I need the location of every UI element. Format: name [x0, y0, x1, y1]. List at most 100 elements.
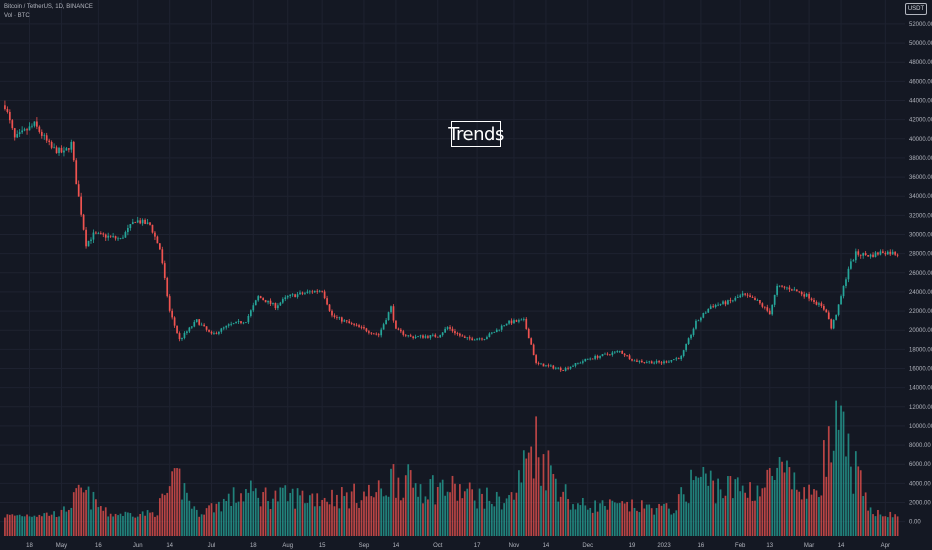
candle-body: [208, 329, 210, 332]
volume-bar: [451, 475, 454, 536]
volume-bar: [842, 411, 845, 536]
price-tick-label: 52000.00: [909, 22, 932, 28]
time-axis[interactable]: 18 May 16 Jun 14 Jul 18 Aug 15 Sep 14 Oct 17 Nov 14 Dec…: [26, 543, 890, 549]
volume-bar: [658, 503, 660, 536]
volume-bar: [554, 478, 557, 536]
candle-body: [466, 337, 469, 339]
candle-body: [318, 290, 321, 292]
candle-body: [230, 323, 233, 325]
candle-body: [18, 132, 21, 135]
candle-body: [119, 238, 122, 239]
candle-body: [859, 254, 862, 256]
candle-body: [257, 296, 260, 301]
candle-body: [579, 362, 582, 364]
price-tick-label: 38000.00: [909, 156, 932, 162]
volume-bar: [535, 416, 537, 536]
candle-body: [795, 289, 798, 292]
volume-bar: [92, 491, 95, 536]
candle-body: [328, 304, 331, 311]
volume-bar: [245, 489, 247, 536]
candle-body: [803, 294, 806, 297]
volume-bar: [368, 484, 370, 536]
volume-bar: [877, 509, 879, 536]
volume-bar: [818, 497, 820, 536]
candle-body: [872, 254, 874, 257]
volume-bar: [284, 485, 287, 536]
volume-bar: [682, 494, 685, 536]
volume-bar: [353, 483, 355, 536]
candle-body: [648, 361, 651, 363]
candle-body: [72, 141, 75, 161]
candle-body: [55, 147, 58, 154]
volume-bar: [832, 450, 835, 536]
candle-body: [700, 317, 702, 321]
candle-body: [375, 333, 378, 335]
volume-bar: [171, 471, 174, 536]
candle-body: [200, 324, 203, 326]
candle-body: [412, 336, 415, 338]
volume-bar: [894, 514, 897, 536]
candle-body: [154, 232, 156, 237]
price-tick-label: 30000.00: [909, 233, 932, 239]
volume-bar: [252, 491, 255, 536]
price-tick-label: 44000.00: [909, 99, 932, 105]
candle-body: [109, 235, 112, 237]
candle-body: [675, 358, 678, 360]
candle-body: [874, 252, 877, 257]
candle-body: [53, 147, 55, 149]
candle-body: [40, 131, 43, 136]
candle-body: [227, 324, 230, 326]
volume-bar: [552, 473, 555, 536]
volume-bar: [249, 480, 252, 536]
price-axis[interactable]: 0.00 2000.00 4000.00 6000.00 8000.00 10000.00…: [909, 22, 932, 526]
volume-bar: [483, 508, 486, 536]
time-tick-label: Apr: [881, 543, 890, 549]
volume-bar: [643, 508, 646, 536]
volume-bar: [156, 515, 159, 536]
volume-bar: [404, 475, 407, 536]
candle-body: [692, 328, 695, 335]
candle-body: [404, 334, 407, 336]
candle-body: [11, 120, 14, 129]
candle-body: [611, 352, 614, 355]
volume-bar: [815, 490, 818, 536]
volume-bar: [139, 514, 142, 536]
trends-annotation[interactable]: Trends: [448, 121, 504, 147]
candle-body: [274, 302, 277, 309]
volume-bar: [631, 499, 633, 536]
volume-bar: [16, 515, 19, 536]
candle-body: [48, 140, 51, 142]
volume-bar: [500, 509, 503, 536]
candle-body: [181, 338, 183, 340]
volume-bar: [567, 499, 569, 536]
price-tick-label: 42000.00: [909, 118, 932, 124]
volume-bar: [409, 470, 412, 536]
candle-body: [500, 325, 503, 330]
candle-body: [818, 303, 820, 305]
volume-legend[interactable]: Vol · BTC: [4, 13, 30, 19]
volume-bar: [439, 482, 442, 536]
time-tick-label: 14: [166, 543, 173, 549]
currency-unit-badge[interactable]: USDT: [905, 3, 927, 15]
candle-body: [158, 243, 161, 250]
volume-bar: [205, 508, 208, 536]
candle-body: [168, 296, 171, 311]
candle-body: [550, 365, 552, 367]
volume-bar: [237, 501, 240, 536]
candle-body: [891, 251, 894, 255]
volume-bar: [328, 504, 331, 536]
volume-bar: [77, 484, 80, 536]
volume-bars: [4, 400, 899, 536]
volume-bar: [599, 503, 601, 536]
symbol-legend[interactable]: Bitcoin / TetherUS, 1D, BINANCE: [4, 4, 93, 10]
candle-body: [810, 298, 813, 301]
price-tick-label: 20000.00: [909, 328, 932, 334]
volume-bar: [331, 489, 333, 536]
volume-bar: [85, 489, 87, 536]
price-tick-label: 8000.00: [909, 443, 931, 449]
volume-bar: [36, 516, 38, 536]
volume-bar: [618, 502, 621, 536]
volume-bar: [540, 485, 542, 536]
volume-bar: [768, 468, 771, 536]
